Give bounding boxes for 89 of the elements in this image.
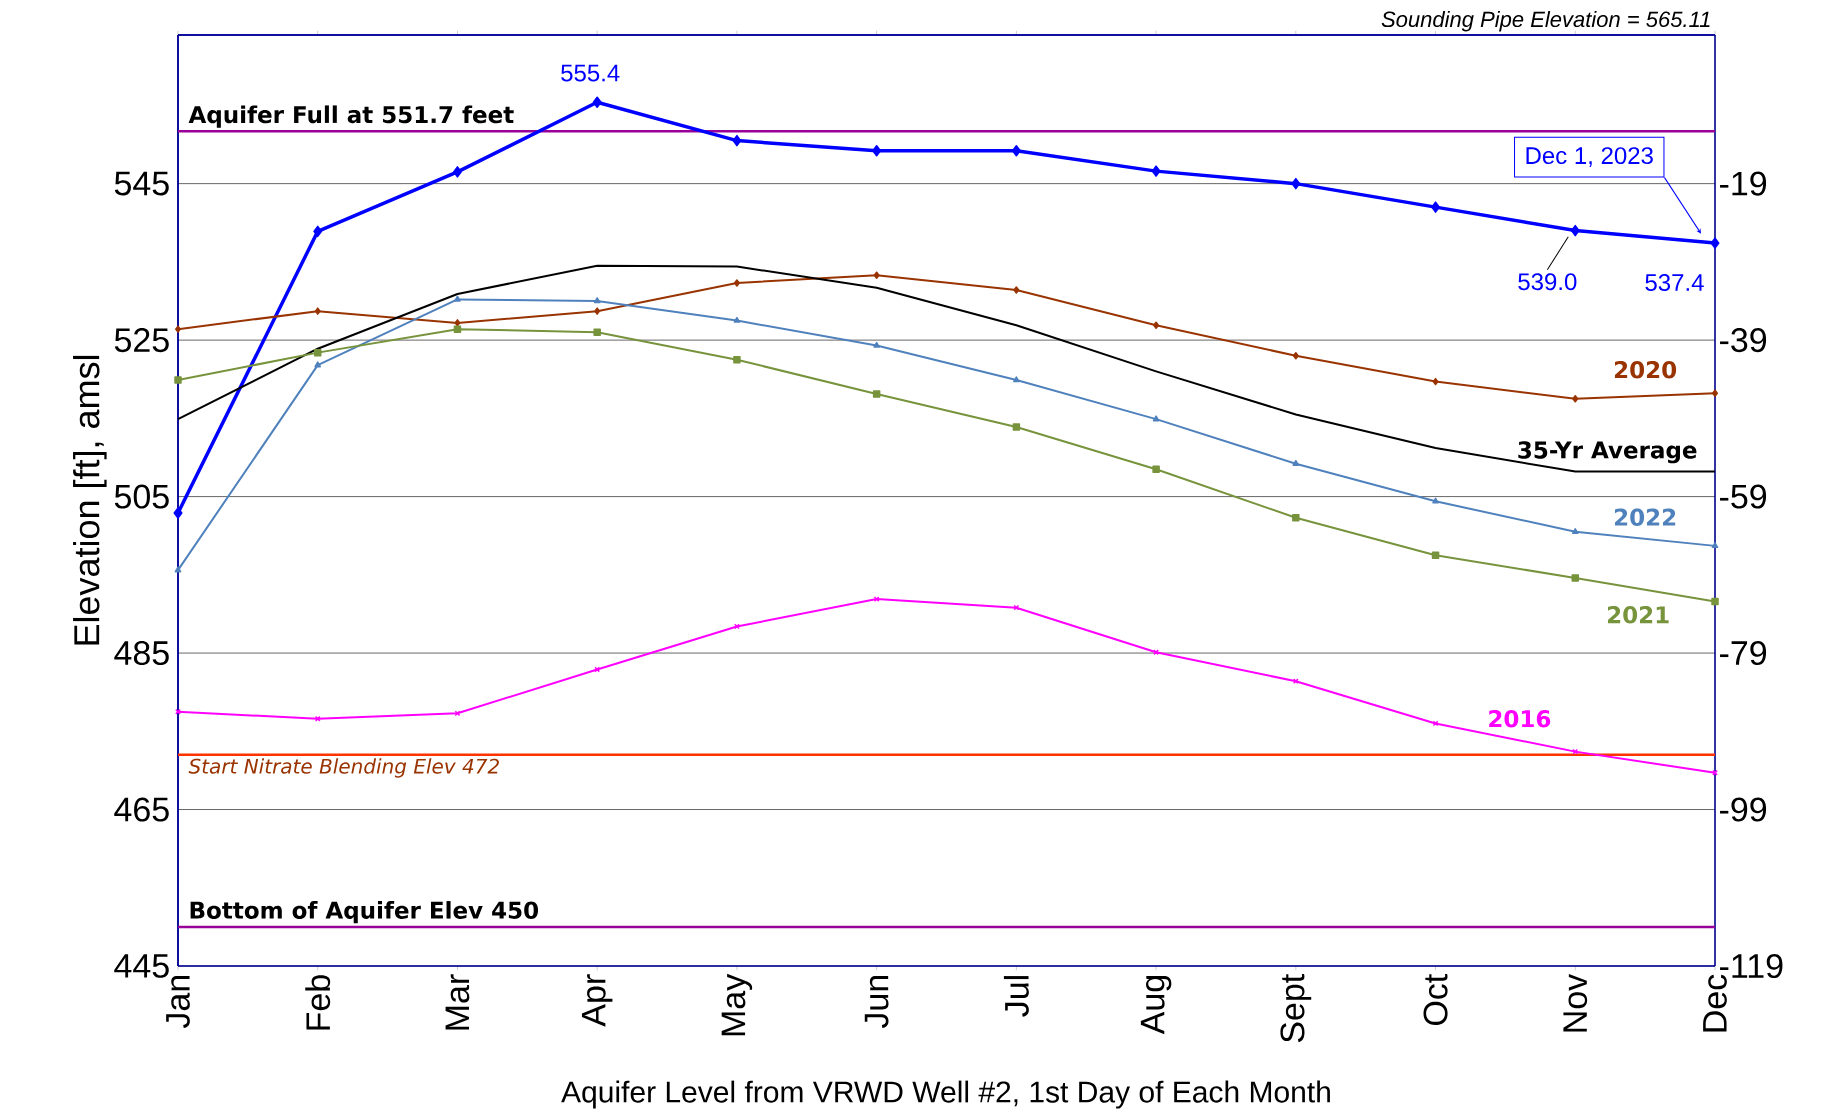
point [174, 376, 182, 384]
y-tick-label: 465 [114, 797, 169, 822]
point [173, 507, 183, 519]
point [1013, 286, 1020, 294]
point [873, 341, 880, 348]
point [314, 715, 321, 722]
x-axis-title: Aquifer Level from VRWD Well #2, 1st Day of Each Month [561, 1080, 1330, 1109]
point [872, 390, 881, 398]
y-axis-title: Elevation [ft], amsl [73, 355, 107, 645]
point [1570, 224, 1580, 237]
point [453, 325, 462, 333]
series-label: 2021 [1607, 606, 1669, 624]
x-tick-label: Feb [305, 975, 331, 1030]
annotation: Dec 1, 2023 [1526, 147, 1653, 167]
point [1711, 597, 1719, 606]
x-tick-label: Sept [1280, 974, 1312, 1043]
point [1711, 542, 1719, 549]
y2-tick-label: -39 [1720, 328, 1767, 353]
point [174, 566, 182, 573]
point [1292, 513, 1300, 522]
y-tick-label: 485 [114, 641, 169, 666]
point [733, 355, 741, 364]
point [1710, 237, 1720, 249]
point [1011, 145, 1021, 157]
ref-line-label: Start Nitrate Blending Elev 472 [188, 758, 499, 778]
y2-tick-label: -79 [1720, 641, 1767, 666]
point [872, 145, 882, 157]
x-tick-label: Oct [1423, 974, 1448, 1026]
point [593, 328, 601, 337]
x-tick-label: Jul [1003, 976, 1029, 1017]
point [594, 307, 601, 315]
data-label: 539.0 [1518, 273, 1577, 291]
x-tick-label: Jun [864, 976, 889, 1029]
point [1152, 415, 1160, 422]
point [1151, 165, 1161, 177]
point [1571, 528, 1579, 535]
point [454, 295, 461, 302]
x-tick-label: Nov [1563, 973, 1588, 1032]
point [454, 319, 461, 327]
point [1712, 389, 1719, 398]
point [592, 96, 602, 109]
point [1012, 423, 1021, 431]
series-label: 2022 [1614, 508, 1676, 526]
x-tick-label: May [721, 973, 753, 1036]
point [1153, 321, 1160, 329]
point [1431, 551, 1440, 560]
point [313, 225, 323, 238]
point [1431, 201, 1441, 213]
series-label: 2016 [1489, 710, 1551, 728]
point [1432, 377, 1439, 386]
point [314, 307, 321, 315]
point [1152, 465, 1160, 473]
y2-tick-label: -19 [1720, 171, 1767, 196]
x-tick-label: Jan [166, 976, 190, 1029]
point [593, 297, 601, 304]
point [873, 271, 880, 279]
y-tick-label: 525 [114, 328, 169, 353]
point [1432, 497, 1439, 504]
point [175, 325, 181, 333]
point [1292, 352, 1299, 360]
x-tick-label: Mar [445, 974, 470, 1030]
point [1572, 395, 1579, 403]
point [1291, 177, 1301, 190]
point [732, 134, 742, 147]
y2-tick-label: -99 [1720, 797, 1767, 822]
point [733, 279, 740, 287]
x-tick-label: Apr [581, 974, 613, 1027]
ref-line-label: Aquifer Full at 551.7 feet [188, 105, 514, 128]
y-tick-label: 445 [114, 954, 169, 978]
y-tick-label: 505 [114, 484, 169, 509]
ref-line-label: Bottom of Aquifer Elev 450 [190, 901, 539, 924]
data-label: 555.4 [561, 64, 620, 82]
x-tick-label: Aug [1140, 976, 1172, 1035]
point [1571, 574, 1580, 582]
data-label: 537.4 [1645, 274, 1704, 292]
point [733, 316, 741, 323]
y2-tick-label: -59 [1720, 484, 1767, 509]
point [1292, 459, 1300, 466]
text: Sounding Pipe Elevation = 565.11 [1381, 10, 1710, 32]
point [452, 166, 462, 178]
point [1013, 604, 1020, 611]
series-label: 2020 [1614, 361, 1677, 379]
point [1432, 720, 1439, 727]
point [314, 361, 322, 368]
series-label: 35-Yr Average [1518, 441, 1697, 464]
point [1013, 376, 1020, 383]
y-tick-label: 545 [114, 171, 169, 196]
point [313, 348, 322, 357]
point [1292, 678, 1299, 685]
